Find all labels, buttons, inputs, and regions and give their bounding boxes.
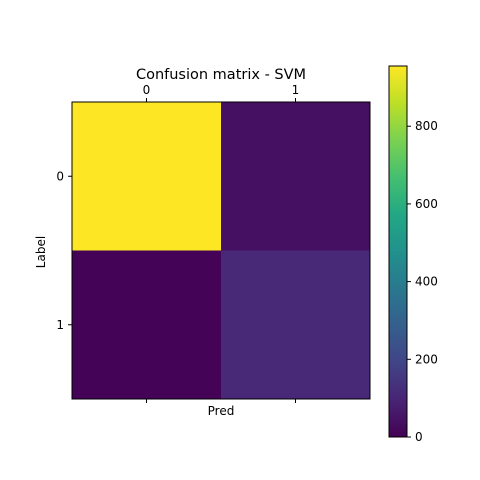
matrix-cell-1-0: [72, 250, 222, 400]
matrix-cell-0-1: [221, 102, 371, 251]
colorbar-tick-label: 200: [415, 352, 438, 366]
colorbar: 0 200 400 600 800: [388, 65, 438, 444]
matrix-frame: [71, 101, 371, 400]
y-axis-label: Label: [34, 236, 48, 268]
colorbar-gradient: [388, 65, 408, 438]
colorbar-tick-label: 0: [415, 430, 423, 444]
y-ticks: 01: [56, 169, 72, 332]
matrix-cell-1-1: [221, 250, 371, 400]
matrix-cell-0-0: [72, 102, 222, 251]
y-tick-label: 1: [56, 318, 64, 332]
colorbar-tick-label: 800: [415, 119, 438, 133]
chart-title: Confusion matrix - SVM: [136, 67, 306, 83]
x-tick-label: 1: [292, 83, 300, 97]
x-axis-label: Pred: [208, 404, 235, 418]
colorbar-tick-label: 600: [415, 197, 438, 211]
matrix-area: [71, 101, 371, 400]
y-tick-label: 0: [56, 169, 64, 183]
x-tick-label: 0: [143, 83, 151, 97]
colorbar-tick-label: 400: [415, 275, 438, 289]
